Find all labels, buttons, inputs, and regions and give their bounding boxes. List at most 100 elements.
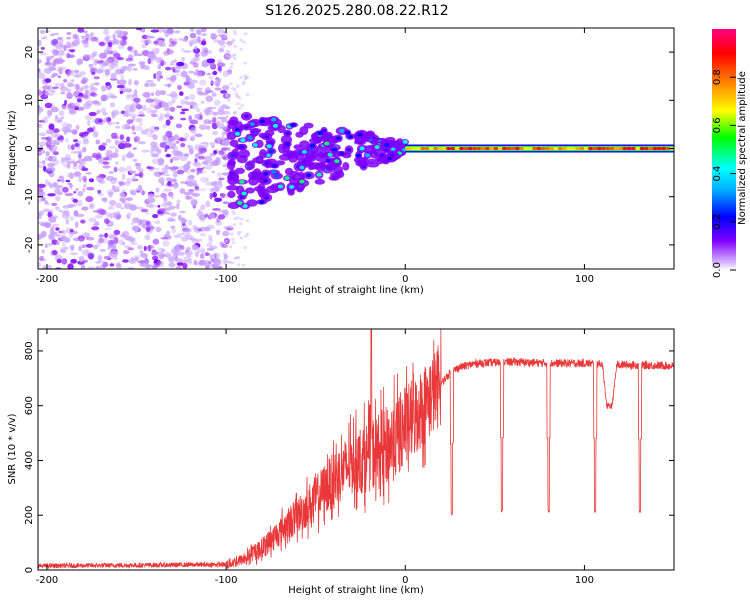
spectrogram-noise-blob [161, 203, 167, 207]
carrier-segment [562, 146, 568, 151]
spectrogram-noise-blob [48, 243, 53, 247]
spectrogram-noise-blob [67, 263, 74, 269]
spectrogram-noise-blob [194, 158, 198, 163]
spectrogram-noise-blob [73, 191, 77, 194]
spectrogram-noise-blob [95, 69, 104, 74]
spectrogram-noise-blob [239, 236, 244, 240]
carrier-segment [575, 146, 580, 151]
spectrogram-noise-blob [194, 133, 203, 138]
spectrogram-noise-blob [218, 124, 226, 130]
spectrogram-noise-blob [118, 181, 126, 186]
spectrogram-noise-blob [107, 150, 113, 155]
spectrogram-noise-blob [233, 217, 237, 221]
spectrogram-noise-blob [92, 244, 99, 250]
spectrogram-noise-blob [131, 94, 139, 98]
spectrogram-noise-blob [53, 51, 58, 57]
spectrogram-noise-blob [146, 228, 153, 235]
spectrogram-noise-blob [51, 223, 60, 227]
spectrogram-noise-blob [108, 199, 117, 206]
spectrogram-noise-blob [124, 110, 129, 114]
spectrogram-noise-blob [224, 106, 231, 110]
spectrogram-noise-blob [196, 169, 203, 174]
spectrogram-noise-blob [169, 106, 176, 112]
spectrogram-noise-blob [206, 50, 212, 55]
spectrogram-noise-blob [39, 29, 46, 34]
spectrogram-noise-blob [161, 101, 169, 108]
spectrogram-signal-core [247, 135, 253, 140]
spectrogram-noise-blob [88, 155, 93, 162]
spectrogram-noise-blob [220, 90, 228, 94]
spectrogram-noise-blob [185, 195, 191, 200]
snr-panel: -200 -100 0 100 0 200 400 600 800 Height of str… [7, 328, 675, 596]
spectrogram-noise-blob [42, 159, 46, 166]
spectrogram-signal-core [274, 174, 280, 178]
spectrogram-noise-blob [243, 32, 248, 36]
carrier-segment [411, 146, 417, 151]
spectrogram-signal-core [259, 200, 265, 204]
spectrogram-noise-blob [126, 119, 134, 124]
spectrogram-signal-core [387, 156, 393, 161]
spectrogram-signal-core [295, 175, 301, 179]
spectrogram-noise-blob [51, 215, 59, 219]
spectrogram-noise-blob [98, 144, 106, 151]
spectrogram-noise-blob [147, 58, 152, 65]
spectrogram-noise-blob [186, 189, 196, 193]
spectrogram-noise-blob [129, 106, 136, 113]
spectrogram-noise-blob [155, 226, 162, 232]
spectrogram-noise-blob [200, 100, 205, 104]
spectrogram-noise-blob [73, 69, 80, 74]
spectrogram-noise-blob [177, 258, 184, 263]
spectrogram-noise-blob [61, 122, 68, 129]
spectrogram-noise-blob [92, 152, 98, 158]
spectrogram-noise-blob [205, 177, 210, 181]
spectrogram-noise-blob [146, 197, 156, 204]
spectrogram-noise-blob [209, 255, 213, 261]
spectrogram-noise-blob [115, 161, 119, 165]
spectrogram-noise-blob [224, 195, 229, 199]
spectrogram-noise-blob [136, 244, 143, 250]
spectrogram-noise-blob [95, 139, 101, 145]
spectrogram-noise-blob [101, 61, 109, 67]
spectrogram-noise-blob [115, 210, 121, 216]
spectrogram-noise-blob [194, 53, 200, 58]
spectrogram-noise-blob [81, 206, 89, 211]
spectrogram-noise-blob [135, 206, 144, 210]
spectrogram-noise-blob [108, 146, 117, 149]
carrier-segment [609, 146, 615, 151]
spectrogram-noise-blob [65, 138, 69, 143]
spectrogram-noise-blob [196, 108, 201, 113]
spectrogram-noise-blob [110, 152, 119, 158]
spectrogram-noise-blob [56, 137, 61, 141]
spectrogram-noise-blob [72, 172, 80, 178]
spectrogram-noise-blob [66, 36, 71, 40]
carrier-segment [656, 146, 662, 151]
spectrogram-noise-blob [165, 28, 174, 34]
spectrogram-signal-blob [257, 186, 267, 196]
spectrogram-noise-blob [188, 70, 195, 74]
spectrogram-noise-blob [155, 89, 161, 97]
spectrogram-noise-blob [200, 142, 209, 145]
spectrogram-noise-blob [58, 175, 64, 180]
spectrogram-noise-blob [222, 209, 229, 216]
spectrogram-noise-blob [54, 233, 62, 237]
spectrogram-noise-blob [135, 28, 143, 31]
spectrogram-noise-blob [93, 76, 100, 80]
spectrogram-noise-blob [113, 237, 119, 244]
spectrogram-noise-blob [134, 226, 138, 233]
spectrogram-noise-blob [73, 171, 82, 177]
spectrogram-noise-blob [153, 262, 158, 267]
spectrogram-noise-blob [200, 50, 209, 57]
spectrogram-noise-blob [234, 256, 238, 260]
spectrogram-signal-core [243, 125, 249, 130]
spectrogram-signal-blob [303, 122, 314, 129]
spectrogram-noise-blob [216, 230, 220, 236]
spectrogram-noise-blob [121, 189, 126, 193]
spectrogram-noise-blob [176, 61, 185, 67]
spectrogram-noise-blob [131, 175, 137, 183]
spectrogram-noise-blob [150, 109, 158, 113]
spectrogram-noise-blob [139, 190, 145, 195]
spectrogram-signal-blob [258, 132, 267, 139]
spectrogram-noise-blob [66, 92, 73, 100]
spectrogram-noise-blob [128, 258, 137, 264]
carrier-segment [532, 146, 537, 151]
